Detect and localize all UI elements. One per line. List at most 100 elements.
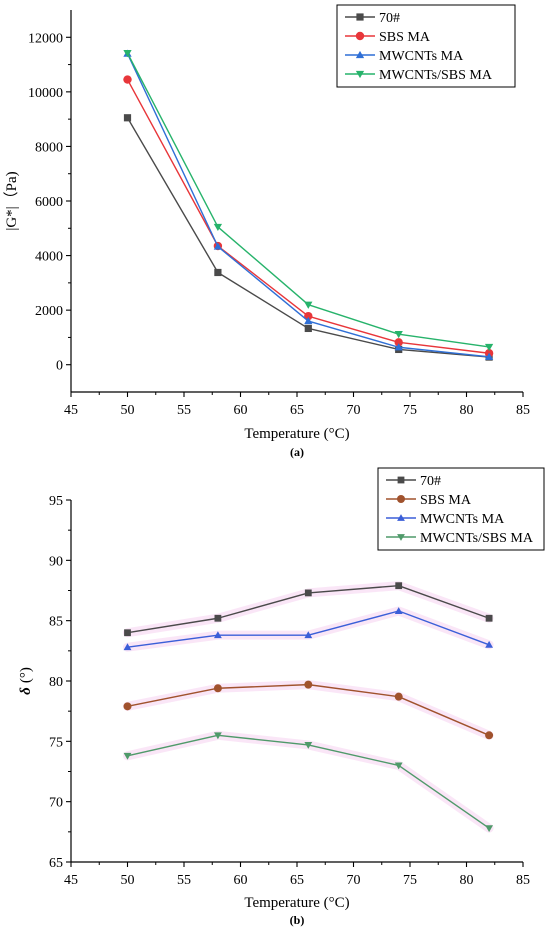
chart-b-series-2-point-0: [123, 643, 132, 651]
chart-b-legend: 70# SBS MA MWCNTs MA MWCNTs/SBS MA: [377, 467, 545, 551]
chart-b-series-1-point-3: [394, 692, 403, 701]
chart-a-legend-marker-0: [356, 13, 364, 21]
chart-b-series-1-point-0: [123, 702, 132, 711]
chart-b-series-0-point-2: [304, 589, 312, 597]
chart-b-y-axis-label-symbol: δ: [18, 687, 34, 695]
chart-a-x-tick-label-0: 45: [64, 403, 78, 418]
chart-b-series-1-point-4: [485, 731, 494, 740]
chart-a-series-3-point-3: [394, 331, 403, 339]
chart-a-x-axis-label: Temperature (°C): [244, 426, 349, 442]
chart-b-series-1-point-1: [213, 684, 222, 693]
chart-a-series-layer: [123, 49, 494, 361]
chart-b-series-2-point-4: [485, 640, 494, 648]
chart-b-y-tick-label-0: 65: [49, 856, 63, 871]
chart-b-x-tick-label-2: 55: [177, 873, 191, 888]
chart-b-x-tick-label-1: 50: [121, 873, 135, 888]
chart-a-series-2-point-4: [484, 352, 494, 360]
chart-a-legend-marker-3: [355, 70, 365, 79]
chart-b-y-tick-label-2: 75: [49, 735, 63, 750]
chart-b-legend-label-1: SBS MA: [420, 493, 472, 508]
chart-a-series-2-point-2: [304, 316, 313, 325]
chart-b-series-2-halo: [123, 606, 494, 652]
chart-b-series-layer: [123, 581, 494, 833]
chart-b-series-0-point-4: [485, 614, 493, 622]
chart-a-x-tick-label-3: 60: [234, 403, 248, 418]
chart-b-y-tick-label-4: 85: [49, 615, 63, 630]
chart-b-series-1-halo: [123, 680, 494, 740]
chart-a-series-3-point-1: [213, 223, 223, 232]
chart-a-legend-label-2: MWCNTs MA: [379, 49, 464, 64]
chart-a-series-3-point-2: [304, 301, 313, 309]
chart-b-y-tick-label-3: 80: [49, 675, 63, 690]
chart-b-series-3-point-0: [123, 752, 132, 760]
chart-a-axes: 45 50 55 60 65 70 75 80 85 0 2000 4000 6000 8000 10000…: [28, 10, 530, 418]
chart-b-series-2-point-3: [394, 607, 403, 614]
chart-a-legend-marker-1: [355, 31, 365, 41]
chart-b-legend-marker-0: [397, 476, 405, 484]
chart-a-y-axis-label: |G*|（Pa): [3, 171, 20, 230]
chart-b-series-2-point-1: [213, 631, 222, 639]
chart-b-series-3-point-4: [485, 825, 494, 833]
chart-b-series-2-point-2: [304, 631, 313, 639]
chart-a-y-tick-label-2: 4000: [35, 250, 63, 265]
chart-b-series-0-point-0: [124, 629, 131, 637]
chart-b-legend-label-2: MWCNTs MA: [420, 512, 505, 527]
chart-b-y-axis-label: δ (°): [18, 667, 34, 695]
chart-a-x-tick-label-6: 75: [403, 403, 417, 418]
chart-a-series-0-point-0: [123, 114, 132, 122]
chart-a-y-tick-label-6: 12000: [28, 31, 63, 46]
chart-b-series-3-halo: [123, 730, 494, 833]
chart-a-legend-label-1: SBS MA: [379, 30, 431, 45]
chart-a-y-tick-label-1: 2000: [35, 304, 63, 319]
chart-b-panel-label: (b): [290, 913, 305, 927]
chart-a-series-1-point-2: [304, 311, 313, 321]
chart-b: 45 50 55 60 65 70 75 80 85 65 70 75 80 85 90 95 70# SBS …: [18, 467, 545, 927]
chart-a-x-tick-label-7: 80: [460, 403, 474, 418]
chart-a-series-0-point-2: [304, 324, 312, 333]
chart-a-y-tick-label-4: 8000: [35, 140, 63, 155]
chart-a-y-tick-label-3: 6000: [35, 195, 63, 210]
chart-b-x-tick-label-4: 65: [290, 873, 304, 888]
chart-a-y-tick-label-0: 0: [56, 359, 63, 374]
chart-b-x-tick-label-6: 75: [403, 873, 417, 888]
chart-b-x-tick-label-0: 45: [64, 873, 78, 888]
chart-a-legend: 70# SBS MA MWCNTs MA MWCNTs/SBS MA: [336, 4, 516, 88]
chart-a-x-tick-label-2: 55: [177, 403, 191, 418]
chart-b-y-tick-label-5: 90: [49, 554, 63, 569]
chart-a-y-tick-label-5: 10000: [28, 86, 63, 101]
chart-a-x-tick-label-4: 65: [290, 403, 304, 418]
chart-a-series-2-point-1: [213, 242, 223, 250]
chart-a-series-1-point-0: [123, 75, 132, 84]
chart-b-x-tick-label-5: 70: [347, 873, 361, 888]
chart-b-series-3-point-1: [213, 732, 222, 740]
chart-b-y-axis-label-unit: (°): [18, 667, 34, 683]
chart-b-series-3-point-2: [304, 742, 313, 749]
chart-a-series-3-point-4: [484, 343, 494, 352]
chart-b-series-0-point-1: [214, 614, 222, 622]
chart-a-series-1-point-3: [394, 338, 403, 347]
chart-a-legend-marker-2: [355, 50, 365, 59]
chart-a-series-2-line: [126, 53, 490, 358]
chart-b-axes: 45 50 55 60 65 70 75 80 85 65 70 75 80 85 90 95: [49, 494, 530, 888]
chart-b-legend-marker-2: [397, 514, 405, 521]
chart-b-series-1-point-2: [304, 680, 313, 689]
chart-b-y-tick-label-6: 95: [49, 494, 63, 509]
chart-a-panel-label: (a): [290, 445, 304, 459]
chart-b-legend-marker-1: [397, 495, 405, 503]
chart-a-series-0-point-1: [214, 268, 222, 277]
chart-b-x-axis-label: Temperature (°C): [244, 895, 349, 911]
chart-b-legend-label-3: MWCNTs/SBS MA: [420, 531, 534, 546]
chart-a-x-tick-label-5: 70: [347, 403, 361, 418]
chart-a-series-2-point-3: [394, 343, 403, 351]
chart-b-x-tick-label-7: 80: [460, 873, 474, 888]
chart-a: 45 50 55 60 65 70 75 80 85 0 2000 4000 6000 8000 10000…: [3, 4, 530, 459]
chart-a-legend-label-0: 70#: [379, 11, 400, 26]
chart-a-x-tick-label-1: 50: [121, 403, 135, 418]
chart-b-legend-label-0: 70#: [420, 474, 441, 489]
chart-b-series-0-point-3: [395, 582, 403, 590]
chart-b-y-tick-label-1: 70: [49, 796, 63, 811]
chart-a-x-tick-label-8: 85: [516, 403, 530, 418]
chart-b-legend-marker-3: [397, 534, 405, 541]
chart-b-series-3-point-3: [394, 762, 403, 770]
